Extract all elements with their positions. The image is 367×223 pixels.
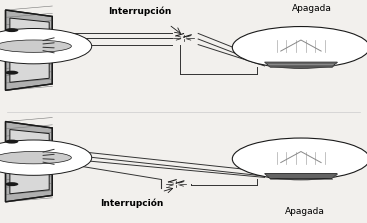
Circle shape: [5, 28, 18, 32]
Polygon shape: [6, 122, 52, 202]
Circle shape: [5, 140, 18, 144]
Circle shape: [232, 138, 367, 180]
Text: Apagada: Apagada: [292, 4, 332, 13]
Text: Interrupción: Interrupción: [108, 6, 171, 16]
Ellipse shape: [0, 40, 71, 52]
Polygon shape: [10, 130, 49, 194]
Polygon shape: [265, 173, 337, 178]
Polygon shape: [6, 10, 52, 90]
Text: Apagada: Apagada: [285, 207, 324, 216]
Polygon shape: [10, 18, 49, 82]
Circle shape: [5, 182, 18, 186]
Text: Interrupción: Interrupción: [101, 198, 164, 208]
Circle shape: [0, 140, 92, 175]
Circle shape: [0, 29, 92, 64]
Ellipse shape: [0, 151, 71, 164]
Circle shape: [5, 71, 18, 75]
Circle shape: [232, 27, 367, 68]
Polygon shape: [265, 62, 337, 67]
